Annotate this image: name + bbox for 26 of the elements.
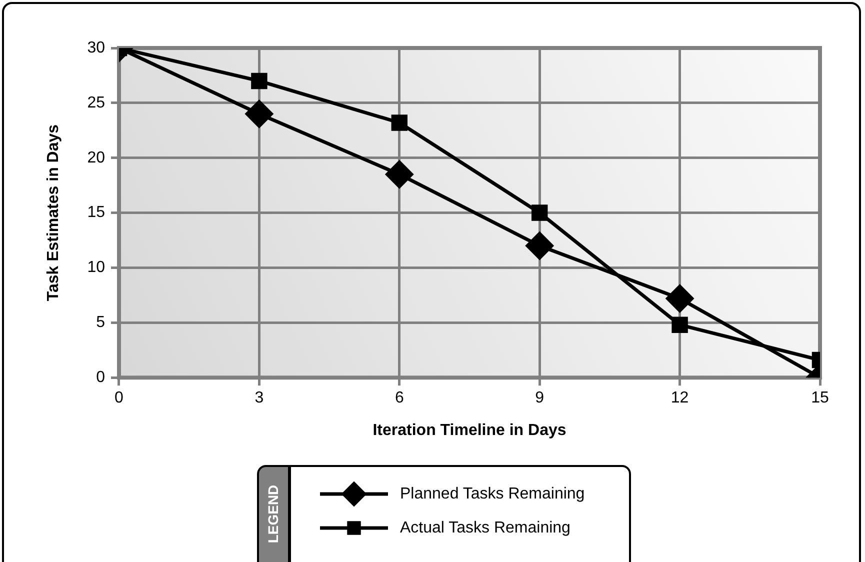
point — [251, 72, 268, 90]
point — [391, 114, 408, 131]
y-tick-label: 10 — [87, 259, 106, 276]
x-tick-label: 3 — [254, 390, 264, 407]
y-tick-label: 5 — [96, 314, 106, 332]
point — [531, 204, 548, 221]
point — [672, 316, 688, 333]
x-tick-label: 15 — [811, 390, 829, 407]
y-tick-label: 15 — [87, 204, 106, 222]
x-tick-label: 6 — [394, 390, 404, 407]
point — [526, 232, 554, 260]
legend-label: Actual Tasks Remaining — [400, 519, 570, 536]
point — [245, 100, 273, 128]
point — [666, 284, 694, 312]
x-tick-label: 0 — [114, 390, 124, 407]
y-tick-label: 20 — [87, 149, 106, 166]
y-tick-label: 30 — [87, 39, 106, 56]
x-tick-label: 9 — [535, 390, 544, 407]
y-axis-title: Task Estimates in Days — [45, 124, 62, 302]
y-tick-label: 0 — [96, 369, 106, 386]
legend-title: LEGEND — [264, 484, 281, 544]
x-axis-title: Iteration Timeline in Days — [372, 422, 566, 439]
y-tick-label: 25 — [87, 94, 106, 112]
point — [386, 160, 414, 188]
x-tick-label: 12 — [670, 390, 689, 407]
legend-label: Planned Tasks Remaining — [400, 485, 585, 502]
